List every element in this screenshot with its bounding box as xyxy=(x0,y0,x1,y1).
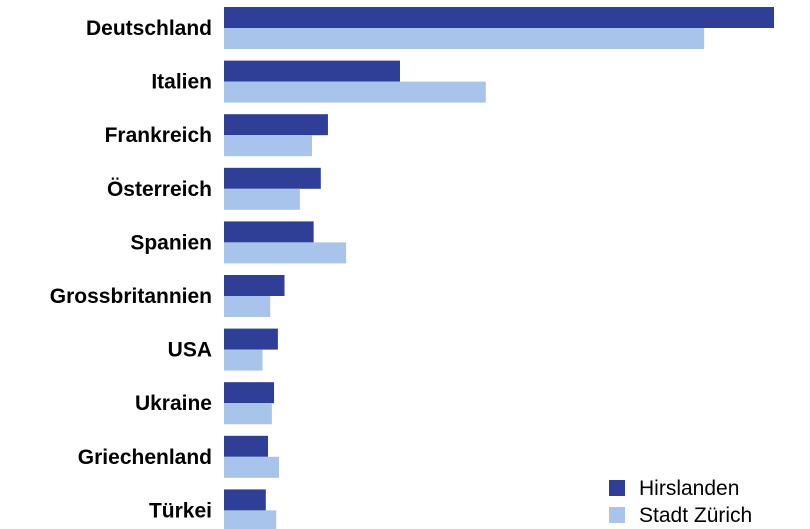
bar-spanien-hirslanden xyxy=(224,221,314,243)
bar-italien-hirslanden xyxy=(224,60,400,82)
bar-tuerkei-stadt-zuerich xyxy=(224,510,277,529)
bar-ukraine-stadt-zuerich xyxy=(224,403,272,425)
bar-oesterreich-hirslanden xyxy=(224,167,321,189)
legend: Hirslanden Stadt Zürich xyxy=(609,477,752,527)
legend-swatch-hirslanden xyxy=(609,480,625,496)
bar-griechenland-hirslanden xyxy=(224,435,268,457)
bar-spanien-stadt-zuerich xyxy=(224,242,347,264)
bar-usa-hirslanden xyxy=(224,328,278,350)
category-label-frankreich: Frankreich xyxy=(105,124,212,147)
legend-swatch-stadt-zuerich xyxy=(609,507,625,523)
bar-grossbritannien-hirslanden xyxy=(224,275,285,296)
bar-italien-stadt-zuerich xyxy=(224,81,486,103)
category-label-italien: Italien xyxy=(151,71,212,94)
bar-tuerkei-hirslanden xyxy=(224,489,266,511)
category-label-griechenland: Griechenland xyxy=(78,446,212,469)
bar-usa-stadt-zuerich xyxy=(224,349,263,371)
category-label-usa: USA xyxy=(168,339,212,362)
legend-label-hirslanden: Hirslanden xyxy=(639,477,739,500)
category-label-ukraine: Ukraine xyxy=(135,392,212,415)
legend-label-stadt-zuerich: Stadt Zürich xyxy=(639,504,752,527)
bar-deutschland-stadt-zuerich xyxy=(224,28,705,49)
category-label-grossbritannien: Grossbritannien xyxy=(50,285,212,308)
bar-griechenland-stadt-zuerich xyxy=(224,456,279,478)
category-label-oesterreich: Österreich xyxy=(107,178,212,201)
category-label-spanien: Spanien xyxy=(130,231,212,254)
bar-oesterreich-stadt-zuerich xyxy=(224,188,300,210)
bar-deutschland-hirslanden xyxy=(224,7,774,28)
bar-frankreich-stadt-zuerich xyxy=(224,135,312,157)
bar-frankreich-hirslanden xyxy=(224,114,328,136)
category-label-deutschland: Deutschland xyxy=(86,17,212,40)
bars-group xyxy=(224,7,774,529)
bar-ukraine-hirslanden xyxy=(224,382,275,404)
category-labels: Deutschland Italien Frankreich Österreich Sp… xyxy=(50,17,212,522)
category-label-tuerkei: Türkei xyxy=(149,499,212,522)
bar-grossbritannien-stadt-zuerich xyxy=(224,296,271,317)
